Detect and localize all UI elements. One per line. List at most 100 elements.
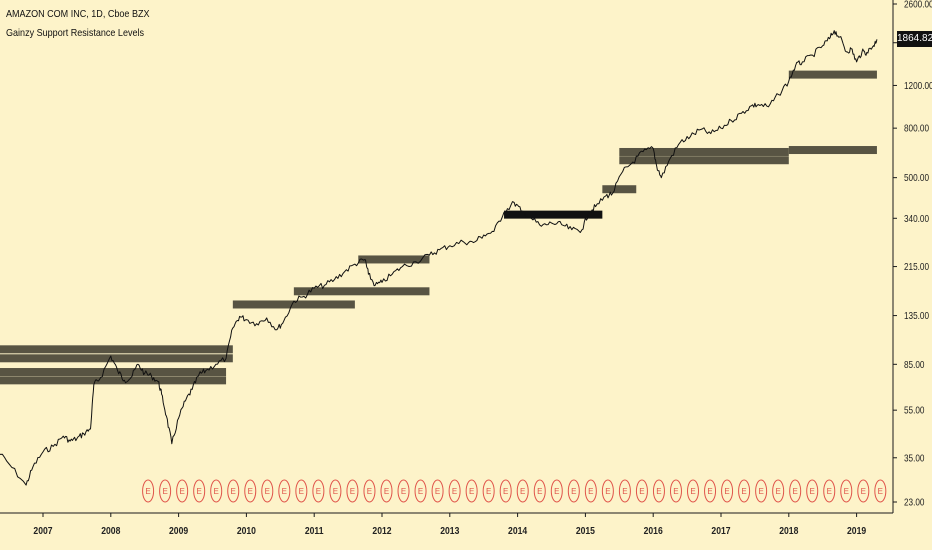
- svg-text:E: E: [588, 487, 593, 496]
- x-tick-label: 2019: [847, 525, 866, 537]
- svg-text:E: E: [861, 487, 866, 496]
- earnings-marker[interactable]: E: [721, 479, 734, 503]
- earnings-marker[interactable]: E: [635, 479, 648, 503]
- price-series: [0, 30, 878, 486]
- earnings-marker[interactable]: E: [618, 479, 631, 503]
- svg-text:E: E: [775, 487, 780, 496]
- earnings-marker[interactable]: E: [261, 479, 274, 503]
- svg-text:E: E: [486, 487, 491, 496]
- support-resistance-levels: [0, 70, 877, 385]
- earnings-marker[interactable]: E: [380, 479, 393, 503]
- earnings-marker[interactable]: E: [840, 479, 853, 503]
- earnings-marker[interactable]: E: [652, 479, 665, 503]
- earnings-marker[interactable]: E: [550, 479, 563, 503]
- svg-text:E: E: [316, 487, 321, 496]
- earnings-marker[interactable]: E: [278, 479, 291, 503]
- x-tick-label: 2013: [440, 525, 459, 537]
- chart-title: AMAZON COM INC, 1D, Cboe BZX: [6, 8, 150, 20]
- earnings-marker[interactable]: E: [533, 479, 546, 503]
- earnings-marker[interactable]: E: [176, 479, 189, 503]
- svg-text:E: E: [469, 487, 474, 496]
- level-band-5: [232, 300, 355, 309]
- svg-text:E: E: [639, 487, 644, 496]
- earnings-marker[interactable]: E: [329, 479, 342, 503]
- earnings-marker[interactable]: E: [499, 479, 512, 503]
- earnings-marker[interactable]: E: [244, 479, 257, 503]
- earnings-marker[interactable]: E: [601, 479, 614, 503]
- earnings-marker[interactable]: E: [669, 479, 682, 503]
- svg-text:E: E: [162, 487, 167, 496]
- earnings-marker[interactable]: E: [414, 479, 427, 503]
- level-band-4: [0, 376, 227, 385]
- earnings-marker[interactable]: E: [159, 479, 172, 503]
- svg-text:E: E: [844, 487, 849, 496]
- y-tick-label: 23.00: [904, 497, 924, 508]
- earnings-marker[interactable]: E: [346, 479, 359, 503]
- earnings-marker[interactable]: E: [772, 479, 785, 503]
- svg-text:E: E: [878, 487, 883, 496]
- y-tick-label: 2600.00: [904, 0, 932, 10]
- level-band-6: [293, 287, 430, 296]
- y-tick-label: 340.00: [904, 213, 929, 224]
- x-tick-label: 2009: [169, 525, 188, 537]
- earnings-marker[interactable]: E: [516, 479, 529, 503]
- earnings-marker[interactable]: E: [755, 479, 768, 503]
- earnings-marker[interactable]: E: [295, 479, 308, 503]
- x-tick-label: 2016: [644, 525, 663, 537]
- earnings-marker[interactable]: E: [823, 479, 836, 503]
- svg-text:E: E: [452, 487, 457, 496]
- x-tick-label: 2011: [305, 525, 324, 537]
- svg-text:E: E: [673, 487, 678, 496]
- svg-text:E: E: [145, 487, 150, 496]
- svg-text:E: E: [231, 487, 236, 496]
- level-band-9: [602, 185, 637, 194]
- svg-text:E: E: [827, 487, 832, 496]
- earnings-marker[interactable]: E: [806, 479, 819, 503]
- svg-text:E: E: [282, 487, 287, 496]
- earnings-marker[interactable]: E: [363, 479, 376, 503]
- earnings-marker[interactable]: E: [210, 479, 223, 503]
- earnings-marker[interactable]: E: [312, 479, 325, 503]
- svg-text:E: E: [350, 487, 355, 496]
- earnings-marker[interactable]: E: [584, 479, 597, 503]
- earnings-marker[interactable]: E: [397, 479, 410, 503]
- level-band-13: [788, 146, 877, 155]
- earnings-marker[interactable]: E: [142, 479, 155, 503]
- earnings-marker[interactable]: E: [738, 479, 751, 503]
- earnings-marker[interactable]: E: [482, 479, 495, 503]
- svg-text:E: E: [333, 487, 338, 496]
- level-band-3: [0, 368, 227, 377]
- svg-text:E: E: [793, 487, 798, 496]
- x-tick-label: 2007: [33, 525, 52, 537]
- earnings-marker[interactable]: E: [193, 479, 206, 503]
- earnings-marker[interactable]: E: [789, 479, 802, 503]
- y-tick-label: 800.00: [904, 123, 929, 134]
- svg-text:E: E: [503, 487, 508, 496]
- level-band-8: [504, 210, 603, 219]
- level-band-10: [619, 156, 789, 165]
- earnings-marker[interactable]: E: [874, 479, 887, 503]
- y-tick-label: 500.00: [904, 172, 929, 183]
- earnings-marker[interactable]: E: [857, 479, 870, 503]
- y-tick-label: 55.00: [904, 405, 924, 416]
- x-tick-label: 2015: [576, 525, 596, 537]
- svg-text:E: E: [418, 487, 423, 496]
- earnings-marker[interactable]: E: [465, 479, 478, 503]
- svg-text:E: E: [741, 487, 746, 496]
- earnings-marker[interactable]: E: [227, 479, 240, 503]
- last-price-label: 1864.82: [897, 31, 932, 47]
- y-tick-label: 1200.00: [904, 80, 932, 91]
- svg-text:E: E: [554, 487, 559, 496]
- earnings-marker[interactable]: E: [567, 479, 580, 503]
- earnings-marker[interactable]: E: [687, 479, 700, 503]
- level-band-11: [619, 147, 789, 156]
- earnings-marker[interactable]: E: [448, 479, 461, 503]
- svg-text:E: E: [367, 487, 372, 496]
- svg-text:E: E: [758, 487, 763, 496]
- earnings-marker[interactable]: E: [704, 479, 717, 503]
- x-tick-label: 2012: [372, 525, 391, 537]
- svg-text:E: E: [214, 487, 219, 496]
- svg-text:E: E: [197, 487, 202, 496]
- earnings-marker[interactable]: E: [431, 479, 444, 503]
